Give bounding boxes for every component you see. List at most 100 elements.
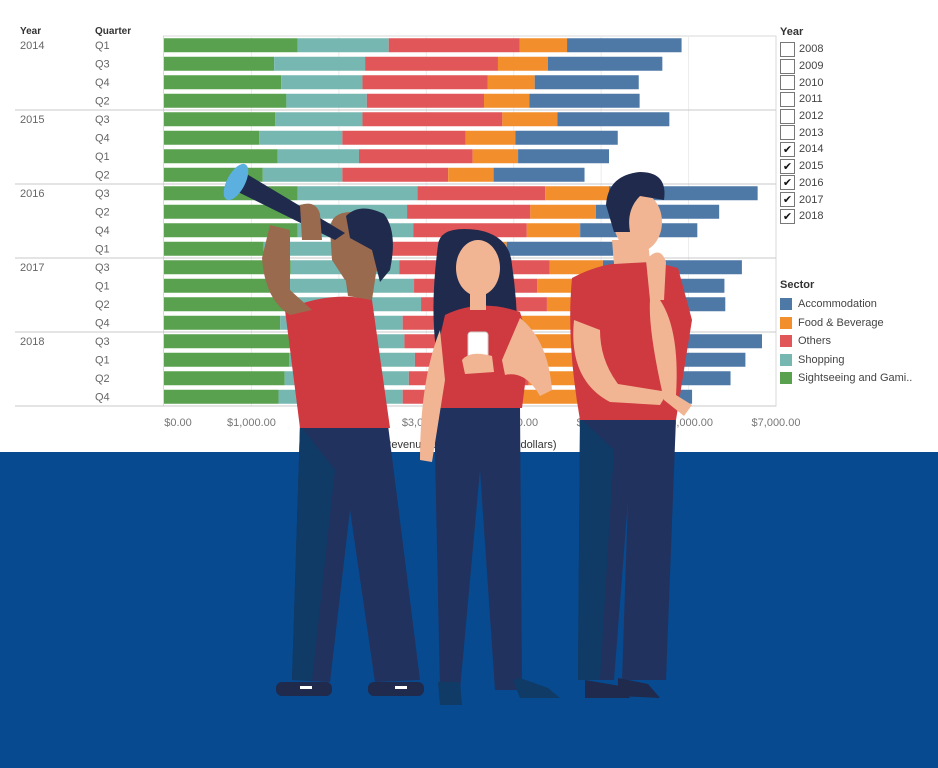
year-filter-item[interactable]: 2012 <box>780 108 930 125</box>
bar-segment[interactable] <box>164 75 282 90</box>
legend-swatch <box>780 316 792 329</box>
year-filter-item[interactable]: 2008 <box>780 41 930 58</box>
bar-segment[interactable] <box>274 56 366 71</box>
bar-segment[interactable] <box>497 56 548 71</box>
quarter-row-label: Q2 <box>95 170 110 182</box>
x-tick-label: $6,000.00 <box>664 417 713 429</box>
bar-segment[interactable] <box>483 93 530 108</box>
quarter-row-label: Q4 <box>95 318 110 330</box>
bar-segment[interactable] <box>164 241 264 256</box>
bar-segment[interactable] <box>164 352 290 367</box>
bar-segment[interactable] <box>365 56 498 71</box>
quarter-row-label: Q4 <box>95 77 110 89</box>
bar-segment[interactable] <box>286 93 367 108</box>
sector-legend-item[interactable]: Food & Beverage <box>780 314 935 333</box>
year-row-label: 2014 <box>20 40 44 52</box>
year-checkbox[interactable]: ✔ <box>780 158 795 174</box>
bar-segment[interactable] <box>164 112 276 127</box>
bar-segment[interactable] <box>506 241 614 256</box>
bar-segment[interactable] <box>362 75 488 90</box>
year-filter-title: Year <box>780 26 804 38</box>
bar-segment[interactable] <box>472 149 519 164</box>
bar-segment[interactable] <box>164 93 287 108</box>
year-filter-item[interactable]: ✔ 2014 <box>780 141 930 158</box>
bar-segment[interactable] <box>448 167 494 182</box>
bar-segment[interactable] <box>557 112 670 127</box>
bar-segment[interactable] <box>545 186 610 201</box>
bar-segment[interactable] <box>259 130 343 145</box>
bar-segment[interactable] <box>342 167 449 182</box>
x-tick-label: $1,000.00 <box>227 417 276 429</box>
bar-segment[interactable] <box>515 130 618 145</box>
bar-segment[interactable] <box>164 297 292 312</box>
bar-segment[interactable] <box>358 149 473 164</box>
bar-segment[interactable] <box>342 130 466 145</box>
year-filter-item[interactable]: 2013 <box>780 124 930 141</box>
sector-legend-item[interactable]: Shopping <box>780 351 935 370</box>
bar-segment[interactable] <box>164 149 278 164</box>
year-filter-item[interactable]: 2011 <box>780 91 930 108</box>
year-filter-item[interactable]: ✔ 2017 <box>780 191 930 208</box>
bar-segment[interactable] <box>529 93 640 108</box>
row-header-year: Year <box>20 26 41 37</box>
sector-legend-label: Sightseeing and Gami.. <box>798 372 913 385</box>
year-checkbox[interactable] <box>780 125 795 141</box>
year-filter-item[interactable]: ✔ 2015 <box>780 158 930 175</box>
bar-segment[interactable] <box>366 93 484 108</box>
bar-segment[interactable] <box>164 130 260 145</box>
bar-segment[interactable] <box>534 75 639 90</box>
year-filter-item[interactable]: ✔ 2018 <box>780 208 930 225</box>
bar-segment[interactable] <box>164 334 291 349</box>
sector-legend-list: Accommodation Food & Beverage Others Shoppi… <box>780 295 935 388</box>
year-filter-label: 2016 <box>799 176 824 189</box>
year-filter-label: 2018 <box>799 210 824 223</box>
bar-segment[interactable] <box>164 389 279 404</box>
bar-segment[interactable] <box>164 371 285 386</box>
bar-segment[interactable] <box>417 186 546 201</box>
year-checkbox[interactable] <box>780 108 795 124</box>
bar-segment[interactable] <box>297 38 389 53</box>
bar-segment[interactable] <box>530 204 596 219</box>
bar-segment[interactable] <box>518 149 610 164</box>
year-checkbox[interactable] <box>780 58 795 74</box>
bar-segment[interactable] <box>164 204 294 219</box>
bar-segment[interactable] <box>407 204 531 219</box>
bar-segment[interactable] <box>493 167 585 182</box>
bar-segment[interactable] <box>164 278 287 293</box>
year-filter: Year 2008 2009 2010 2011 2012 2013 ✔ 2014 ✔ 2015 ✔… <box>780 26 930 225</box>
bar-segment[interactable] <box>526 223 581 238</box>
year-checkbox[interactable] <box>780 75 795 91</box>
bar-segment[interactable] <box>362 112 503 127</box>
year-checkbox[interactable] <box>780 91 795 107</box>
bar-segment[interactable] <box>262 167 343 182</box>
year-checkbox[interactable]: ✔ <box>780 175 795 191</box>
year-filter-item[interactable]: 2009 <box>780 58 930 75</box>
year-checkbox[interactable]: ✔ <box>780 141 795 157</box>
bar-segment[interactable] <box>164 56 275 71</box>
bar-segment[interactable] <box>275 112 363 127</box>
year-checkbox[interactable]: ✔ <box>780 192 795 208</box>
year-filter-item[interactable]: 2010 <box>780 74 930 91</box>
sector-legend-item[interactable]: Sightseeing and Gami.. <box>780 369 935 388</box>
sector-legend-item[interactable]: Others <box>780 332 935 351</box>
bar-segment[interactable] <box>487 75 535 90</box>
bar-segment[interactable] <box>277 149 359 164</box>
bar-segment[interactable] <box>164 38 298 53</box>
bar-segment[interactable] <box>297 186 418 201</box>
bar-segment[interactable] <box>164 260 291 275</box>
bar-segment[interactable] <box>547 56 663 71</box>
bar-segment[interactable] <box>388 38 520 53</box>
bar-segment[interactable] <box>465 130 516 145</box>
bar-segment[interactable] <box>519 389 579 404</box>
year-checkbox[interactable] <box>780 41 795 57</box>
year-filter-item[interactable]: ✔ 2016 <box>780 175 930 192</box>
bar-segment[interactable] <box>521 315 575 330</box>
bar-segment[interactable] <box>164 223 298 238</box>
bar-segment[interactable] <box>567 38 682 53</box>
bar-segment[interactable] <box>281 75 363 90</box>
bar-segment[interactable] <box>502 112 558 127</box>
sector-legend-item[interactable]: Accommodation <box>780 295 935 314</box>
bar-segment[interactable] <box>164 315 281 330</box>
year-checkbox[interactable]: ✔ <box>780 208 795 224</box>
bar-segment[interactable] <box>519 38 568 53</box>
